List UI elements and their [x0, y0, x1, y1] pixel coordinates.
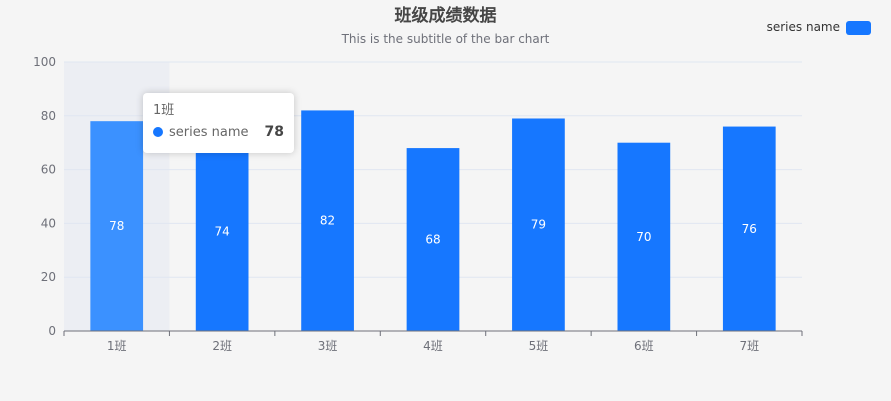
- tooltip-title: 1班: [153, 103, 175, 118]
- x-tick-label: 1班: [107, 339, 127, 353]
- x-tick-label: 3班: [318, 339, 338, 353]
- bar[interactable]: [722, 126, 776, 331]
- chart-subtitle: This is the subtitle of the bar chart: [341, 32, 550, 46]
- x-tick-label: 2班: [212, 339, 232, 353]
- bar[interactable]: [90, 121, 144, 332]
- x-tick-label: 6班: [634, 339, 654, 353]
- y-tick-label: 80: [41, 109, 56, 123]
- legend-label: series name: [767, 20, 840, 34]
- bar[interactable]: [512, 118, 565, 332]
- data-label: 68: [425, 233, 440, 247]
- bar[interactable]: [617, 142, 671, 331]
- bar[interactable]: [195, 131, 249, 331]
- data-label: 79: [531, 218, 546, 232]
- data-label: 70: [636, 230, 651, 244]
- bar[interactable]: [406, 148, 460, 331]
- tooltip-series-name: series name: [169, 124, 249, 140]
- y-tick-label: 100: [33, 55, 56, 69]
- x-tick-label: 4班: [423, 339, 443, 353]
- y-tick-label: 40: [41, 216, 56, 230]
- x-tick-label: 7班: [739, 339, 759, 353]
- y-tick-label: 60: [41, 163, 56, 177]
- y-tick-label: 0: [48, 324, 56, 338]
- tooltip-value: 78: [264, 124, 284, 140]
- tooltip: 1班 series name 78: [143, 93, 294, 153]
- bar[interactable]: [301, 110, 354, 331]
- tooltip-row: series name 78: [153, 124, 284, 140]
- data-label: 78: [109, 219, 124, 233]
- legend[interactable]: series name: [767, 20, 871, 35]
- legend-swatch: [846, 21, 871, 35]
- data-label: 76: [742, 222, 757, 236]
- chart-title: 班级成绩数据: [395, 5, 497, 26]
- tooltip-marker-icon: [153, 127, 163, 137]
- data-label: 82: [320, 214, 335, 228]
- x-tick-label: 5班: [529, 339, 549, 353]
- data-label: 74: [215, 224, 230, 238]
- y-tick-label: 20: [41, 270, 56, 284]
